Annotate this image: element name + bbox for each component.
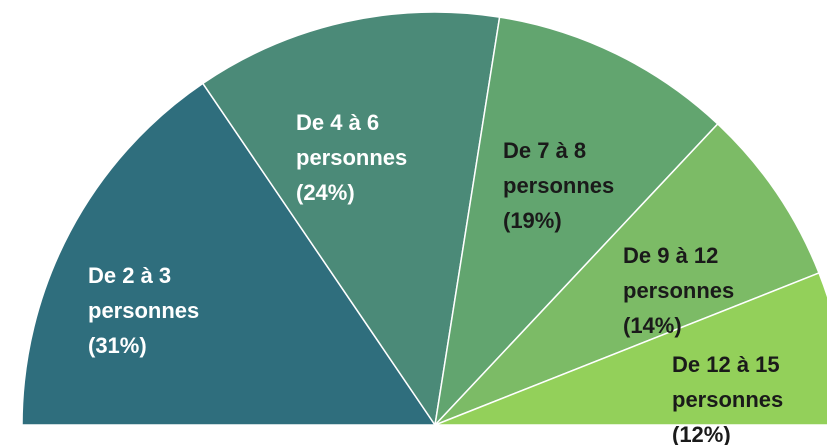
- value-label: (19%): [503, 208, 562, 233]
- slice: [434, 271, 827, 426]
- value-label: (31%): [88, 333, 147, 358]
- category-label: De 2 à 3 personnes: [88, 263, 200, 323]
- value-label: (14%): [623, 313, 682, 338]
- slice-label: De 9 à 12 personnes (14%): [623, 238, 773, 343]
- value-label: (12%): [672, 422, 731, 445]
- slice: [433, 16, 719, 428]
- category-label: De 12 à 15 personnes: [672, 352, 784, 412]
- slice-label: De 7 à 8 personnes (19%): [503, 133, 653, 238]
- slice: [21, 82, 437, 426]
- category-label: De 9 à 12 personnes: [623, 243, 735, 303]
- slice-label: De 12 à 15 personnes (12%): [672, 347, 822, 445]
- slice-label: De 2 à 3 personnes (31%): [88, 258, 238, 363]
- category-label: De 7 à 8 personnes: [503, 138, 615, 198]
- value-label: (24%): [296, 180, 355, 205]
- slice-label: De 4 à 6 personnes (24%): [296, 105, 446, 210]
- slice: [201, 11, 501, 427]
- category-label: De 4 à 6 personnes: [296, 110, 408, 170]
- slice: [434, 122, 820, 426]
